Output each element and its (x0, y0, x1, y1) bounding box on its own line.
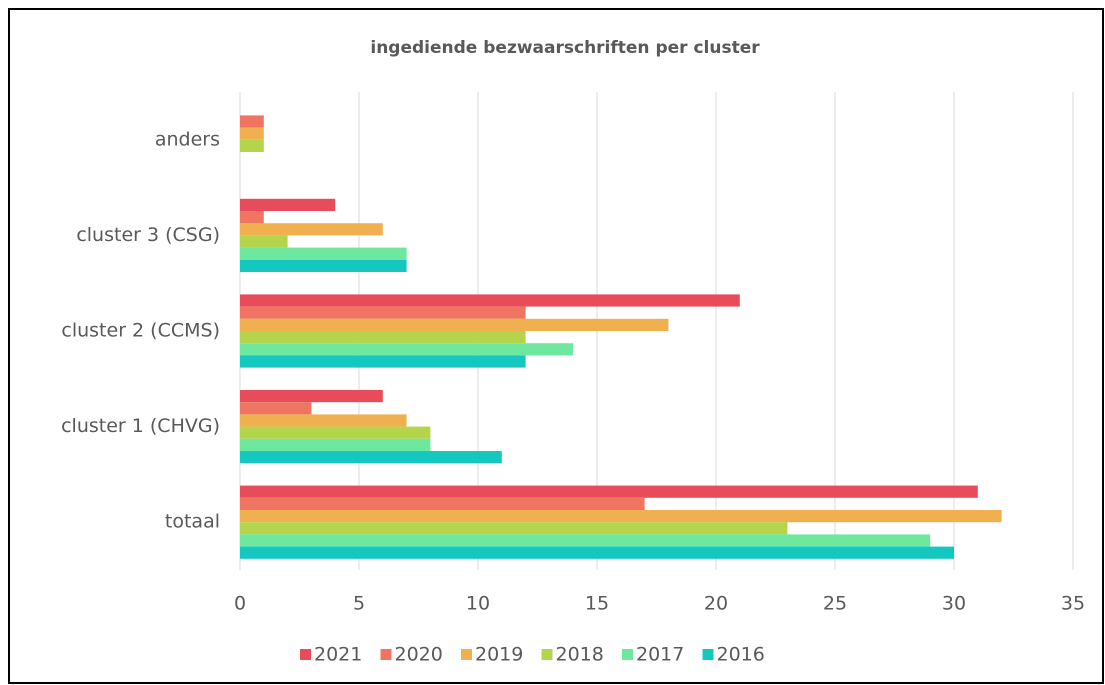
x-tick-label: 20 (704, 593, 728, 615)
bar (240, 497, 645, 510)
legend-label: 2017 (636, 644, 684, 666)
legend-label: 2020 (395, 644, 443, 666)
bar (240, 343, 574, 356)
bar (240, 115, 264, 128)
bar (240, 390, 383, 403)
y-tick-label: anders (155, 128, 220, 150)
x-tick-label: 25 (823, 593, 847, 615)
bar (240, 198, 336, 211)
bar (240, 522, 788, 535)
x-tick-label: 30 (942, 593, 966, 615)
legend-label: 2018 (556, 644, 604, 666)
y-tick-label: cluster 3 (CSG) (76, 224, 220, 246)
legend-swatch (461, 649, 472, 660)
y-tick-label: totaal (165, 511, 220, 533)
legend-label: 2016 (717, 644, 765, 666)
bar (240, 438, 431, 451)
x-tick-label: 15 (585, 593, 609, 615)
legend-swatch (702, 649, 714, 660)
legend-label: 2021 (314, 644, 362, 666)
bar (240, 485, 978, 498)
bar (240, 510, 1002, 523)
bar (240, 426, 431, 439)
x-tick-label: 0 (234, 593, 246, 615)
bar (240, 294, 740, 307)
legend-swatch (622, 649, 633, 660)
y-tick-label: cluster 2 (CCMS) (61, 320, 220, 342)
y-tick-label: cluster 1 (CHVG) (61, 415, 220, 437)
chart-title: ingediende bezwaarschriften per cluster (370, 38, 760, 58)
bar (240, 127, 264, 140)
bar (240, 534, 931, 547)
x-tick-label: 5 (353, 593, 365, 615)
bar (240, 211, 264, 224)
x-tick-label: 10 (466, 593, 490, 615)
bar (240, 223, 383, 236)
legend-swatch (300, 649, 311, 660)
bar (240, 451, 502, 464)
legend-swatch (541, 649, 553, 660)
x-tick-label: 35 (1061, 593, 1085, 615)
bar (240, 247, 407, 260)
bar (240, 355, 526, 368)
bar (240, 331, 526, 344)
bar (240, 306, 526, 319)
bar (240, 139, 264, 152)
bar (240, 235, 288, 248)
legend-swatch (380, 649, 392, 660)
bar (240, 318, 669, 331)
legend-label: 2019 (475, 644, 523, 666)
bar (240, 546, 954, 559)
bar (240, 414, 407, 427)
bar (240, 402, 312, 415)
bar (240, 259, 407, 272)
